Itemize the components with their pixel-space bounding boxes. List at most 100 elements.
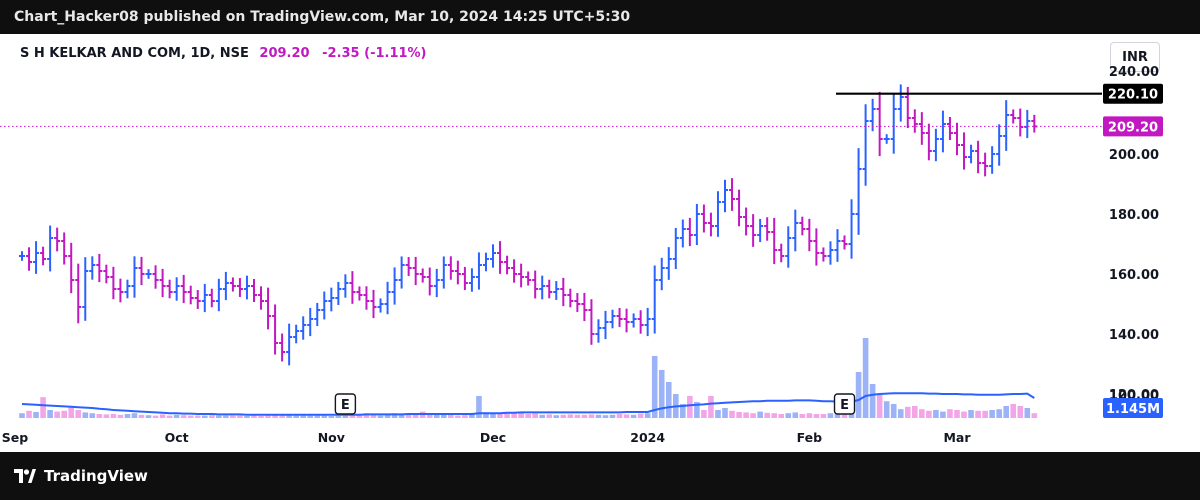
x-tick-label: Mar (943, 430, 971, 445)
volume-bar (947, 409, 953, 418)
volume-bar (729, 410, 735, 418)
volume-bar (511, 413, 517, 418)
volume-bar (989, 410, 995, 418)
volume-bar (483, 412, 489, 418)
volume-bar (813, 414, 820, 418)
volume-bar (532, 413, 538, 418)
volume-bar (54, 411, 60, 418)
volume-bar (623, 414, 630, 418)
volume-bar (138, 414, 145, 418)
earnings-marker[interactable]: E (833, 393, 856, 415)
y-tick-label: 140.00 (1109, 328, 1159, 343)
earnings-marker-label: E (840, 398, 849, 413)
volume-bar (743, 412, 749, 418)
volume-bar (300, 415, 306, 418)
volume-bar (869, 384, 876, 418)
volume-bar (462, 415, 468, 418)
volume-bar (131, 413, 138, 418)
earnings-marker-box (334, 393, 357, 415)
volume-bar (806, 413, 813, 418)
volume-bar (504, 413, 510, 418)
volume-bar (377, 415, 384, 418)
volume-bar (1017, 406, 1024, 418)
earnings-marker[interactable]: E (334, 393, 357, 415)
volume-bar (560, 414, 567, 418)
symbol-price: 209.20 (259, 46, 310, 61)
volume-bar (764, 412, 770, 418)
volume-bar (356, 414, 363, 418)
volume-bar (286, 415, 292, 418)
volume-bar (279, 414, 285, 418)
volume-bar (187, 415, 194, 418)
volume-bar (1010, 404, 1017, 418)
x-tick-label: Feb (797, 430, 823, 445)
volume-bar (546, 414, 553, 418)
volume-bar (314, 415, 321, 418)
volume-ma-label-box (1103, 398, 1163, 418)
volume-bar (152, 415, 159, 418)
volume-bar (876, 394, 883, 418)
volume-bar (89, 413, 96, 418)
y-tick-label: 160.00 (1109, 268, 1159, 283)
volume-bar (750, 413, 756, 418)
volume-bar (244, 416, 250, 418)
volume-bar (975, 410, 981, 418)
volume-bar (785, 413, 792, 418)
volume-bar (398, 414, 405, 418)
volume-bar (321, 415, 328, 418)
volume-bar (307, 415, 314, 418)
volume-bar (490, 413, 496, 418)
resistance-price-label-text: 220.10 (1108, 88, 1158, 103)
tradingview-logo-icon[interactable] (14, 469, 36, 483)
volume-bar (159, 414, 166, 418)
tradingview-brand[interactable]: TradingView (44, 467, 148, 485)
volume-bar (328, 416, 335, 418)
volume-bar (349, 414, 356, 418)
x-tick-label: 2024 (630, 430, 665, 445)
volume-bar (82, 412, 89, 418)
volume-bar (954, 410, 960, 418)
volume-bar (708, 396, 714, 418)
volume-bar (525, 414, 531, 418)
volume-bar (609, 414, 616, 418)
volume-bar (68, 406, 75, 418)
volume-bar (1024, 408, 1031, 418)
volume-bar (792, 412, 799, 418)
price-chart[interactable]: E E120.00140.00160.00180.00200.00240.0010… (0, 34, 1200, 452)
earnings-marker-box (833, 393, 856, 415)
volume-ma-label-text: 1.145M (1106, 402, 1160, 417)
volume-bar (940, 411, 946, 418)
volume-bar (588, 414, 595, 418)
volume-bar (904, 406, 911, 418)
volume-pane (19, 338, 1038, 418)
volume-bar (855, 372, 862, 418)
volume-bar (433, 414, 440, 418)
volume-bar (968, 410, 974, 418)
volume-bar (680, 404, 686, 418)
volume-bar (441, 413, 447, 418)
volume-bar (736, 412, 742, 418)
volume-bar (209, 415, 215, 418)
volume-bar (771, 413, 778, 418)
volume-bar (216, 415, 222, 418)
volume-bar (412, 414, 419, 418)
y-tick-label: 180.00 (1109, 208, 1159, 223)
x-tick-label: Dec (480, 430, 506, 445)
volume-ma-label: 1.145M (1103, 398, 1163, 418)
volume-bar (567, 414, 574, 418)
volume-bar (370, 414, 377, 418)
volume-bar (426, 413, 433, 418)
chart-panel[interactable]: S H KELKAR AND COM, 1D, NSE 209.20 -2.35… (0, 34, 1200, 452)
volume-bar (335, 415, 342, 418)
volume-bar (827, 413, 834, 418)
last-price-label-box (1103, 116, 1163, 137)
volume-bar (658, 370, 665, 418)
volume-bar (595, 414, 602, 418)
volume-bar (890, 404, 897, 418)
volume-bar (173, 414, 180, 418)
volume-bar (1031, 413, 1038, 418)
volume-bar (497, 414, 503, 418)
currency-button[interactable]: INR (1110, 42, 1160, 72)
volume-bar (258, 416, 264, 418)
volume-bar (384, 414, 391, 418)
